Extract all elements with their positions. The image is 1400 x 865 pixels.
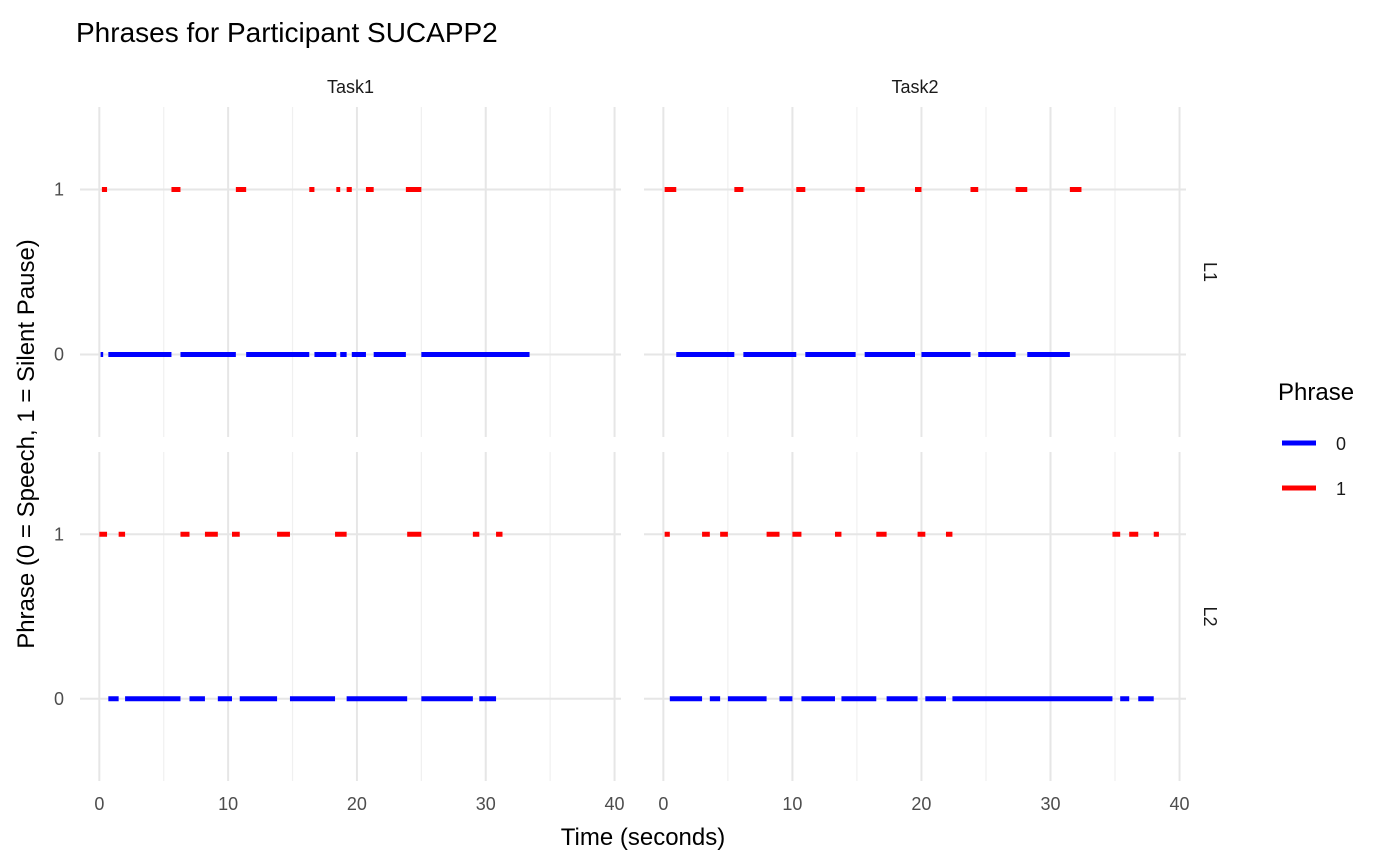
facet-strip-col: Task1 xyxy=(327,77,374,97)
x-axis-label: Time (seconds) xyxy=(561,824,725,851)
panel-task2-l1: Task2 L1 xyxy=(644,77,1220,437)
x-tick-label: 30 xyxy=(1040,794,1060,814)
y-tick-label: 0 xyxy=(54,345,64,365)
y-axis-label: Phrase (0 = Speech, 1 = Silent Pause) xyxy=(13,239,40,649)
panel-task2-l2: L2 0 10 20 30 40 xyxy=(644,452,1220,814)
panel-task1-l1: Task1 0 1 xyxy=(54,77,621,437)
chart-title: Phrases for Participant SUCAPP2 xyxy=(76,17,498,48)
x-tick-label: 40 xyxy=(605,794,625,814)
panel-task1-l2: 010 10 20 30 40 xyxy=(54,452,625,814)
x-tick-label: 0 xyxy=(658,794,668,814)
y-tick-label: 1 xyxy=(54,180,64,200)
x-tick-label: 10 xyxy=(218,794,238,814)
facet-strip-row: L2 xyxy=(1200,606,1220,626)
legend-label-1: 1 xyxy=(1336,479,1346,499)
x-tick-label: 20 xyxy=(911,794,931,814)
x-tick-label: 0 xyxy=(94,794,104,814)
legend-title: Phrase xyxy=(1278,379,1354,406)
x-tick-label: 10 xyxy=(782,794,802,814)
legend-label-0: 0 xyxy=(1336,434,1346,454)
y-tick-label: 1 xyxy=(54,524,64,544)
y-tick-label: 0 xyxy=(54,689,64,709)
facet-strip-col: Task2 xyxy=(891,77,938,97)
x-tick-label: 30 xyxy=(476,794,496,814)
x-tick-label: 20 xyxy=(347,794,367,814)
legend: Phrase 0 1 xyxy=(1278,379,1354,499)
facet-strip-row: L1 xyxy=(1200,262,1220,282)
x-tick-label: 40 xyxy=(1170,794,1190,814)
